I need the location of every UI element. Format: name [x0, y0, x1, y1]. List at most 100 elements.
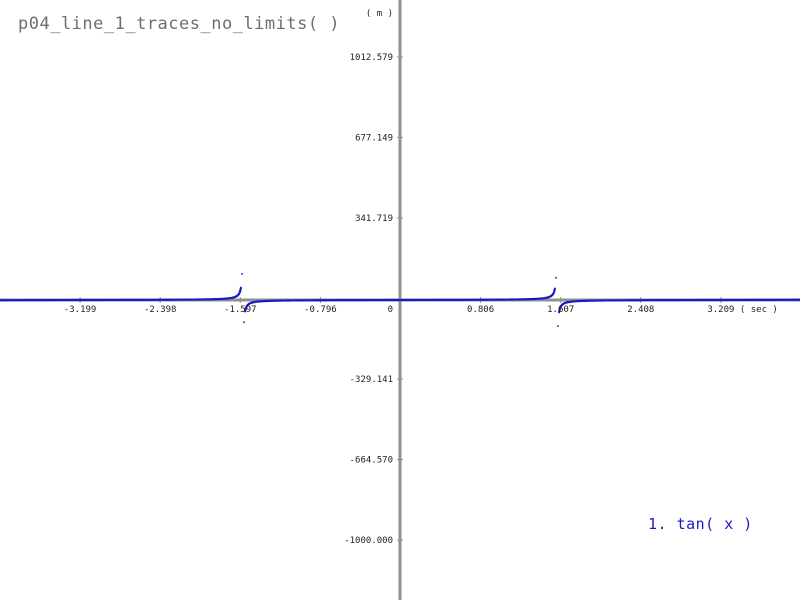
data-point — [631, 299, 633, 302]
data-point — [202, 298, 204, 301]
data-point — [685, 299, 687, 301]
data-point — [455, 299, 457, 301]
data-point — [259, 300, 261, 303]
data-point — [336, 299, 338, 301]
data-point — [152, 299, 154, 301]
data-point — [704, 299, 706, 301]
data-point — [189, 298, 191, 301]
data-point — [640, 299, 642, 302]
data-point — [614, 299, 616, 302]
data-point — [145, 299, 147, 301]
data-point — [61, 299, 63, 301]
data-point — [256, 300, 258, 303]
data-point — [559, 307, 561, 310]
data-point — [127, 299, 129, 301]
data-point — [707, 299, 709, 301]
data-point — [75, 299, 77, 301]
data-point — [527, 298, 529, 300]
data-point — [734, 299, 736, 301]
data-point — [195, 298, 197, 301]
data-point — [750, 299, 752, 301]
data-point — [728, 299, 730, 301]
data-point — [305, 299, 307, 302]
data-point — [764, 299, 766, 301]
data-point — [406, 299, 408, 301]
data-point — [191, 298, 193, 301]
data-point — [719, 299, 721, 301]
data-point — [668, 299, 670, 301]
data-point — [418, 299, 420, 301]
data-point — [312, 299, 314, 302]
data-point — [787, 298, 789, 301]
data-point — [157, 298, 159, 301]
data-point — [394, 299, 396, 301]
data-point — [501, 298, 503, 301]
data-point — [392, 299, 394, 301]
data-point — [343, 299, 345, 301]
data-point — [463, 299, 465, 301]
data-point — [751, 299, 753, 301]
data-point — [663, 299, 665, 301]
data-point — [645, 299, 647, 301]
data-point — [634, 299, 636, 302]
data-point — [413, 299, 415, 301]
data-point — [98, 299, 100, 301]
data-point — [481, 298, 483, 301]
data-point — [363, 299, 365, 301]
data-point — [684, 299, 686, 301]
data-point — [34, 299, 36, 301]
data-point — [85, 299, 87, 301]
data-point — [563, 302, 565, 305]
data-point — [677, 299, 679, 301]
data-point — [477, 298, 479, 301]
data-point — [366, 299, 368, 301]
data-point — [64, 299, 66, 301]
data-point — [285, 299, 287, 302]
data-point — [385, 299, 387, 301]
data-point — [613, 299, 615, 302]
data-point — [278, 299, 280, 302]
data-point — [151, 299, 153, 301]
data-point — [798, 298, 800, 301]
data-point — [647, 299, 649, 301]
data-point — [328, 299, 330, 302]
data-point — [676, 299, 678, 301]
data-point — [475, 298, 477, 301]
data-point — [391, 299, 393, 301]
data-point — [119, 299, 121, 301]
data-point — [654, 299, 656, 301]
data-point — [724, 299, 726, 301]
data-point — [103, 299, 105, 301]
data-point — [229, 297, 231, 299]
data-point — [639, 299, 641, 302]
data-point — [183, 298, 185, 301]
data-point — [374, 299, 376, 301]
data-point — [674, 299, 676, 301]
y-tick-label: 341.719 — [355, 214, 393, 224]
data-point — [426, 299, 428, 301]
data-point — [197, 298, 199, 301]
data-point — [400, 299, 402, 301]
x-tick-label: -3.199 — [64, 305, 97, 315]
data-point — [222, 298, 224, 300]
data-point — [458, 299, 460, 301]
data-point — [550, 295, 552, 297]
data-point — [498, 298, 500, 301]
data-point — [290, 299, 292, 302]
data-point — [3, 299, 5, 302]
data-point — [564, 302, 566, 304]
data-point — [283, 299, 285, 302]
data-point — [457, 299, 459, 301]
data-point — [143, 299, 145, 301]
data-point — [17, 299, 19, 301]
data-point — [236, 295, 238, 297]
data-point — [594, 299, 596, 302]
data-point — [526, 298, 528, 301]
y-tick-label: -1000.000 — [344, 536, 393, 546]
data-point — [136, 299, 138, 301]
data-point — [7, 299, 9, 302]
data-point — [135, 299, 137, 301]
data-point — [574, 300, 576, 303]
data-point — [58, 299, 60, 301]
data-point — [422, 299, 424, 301]
